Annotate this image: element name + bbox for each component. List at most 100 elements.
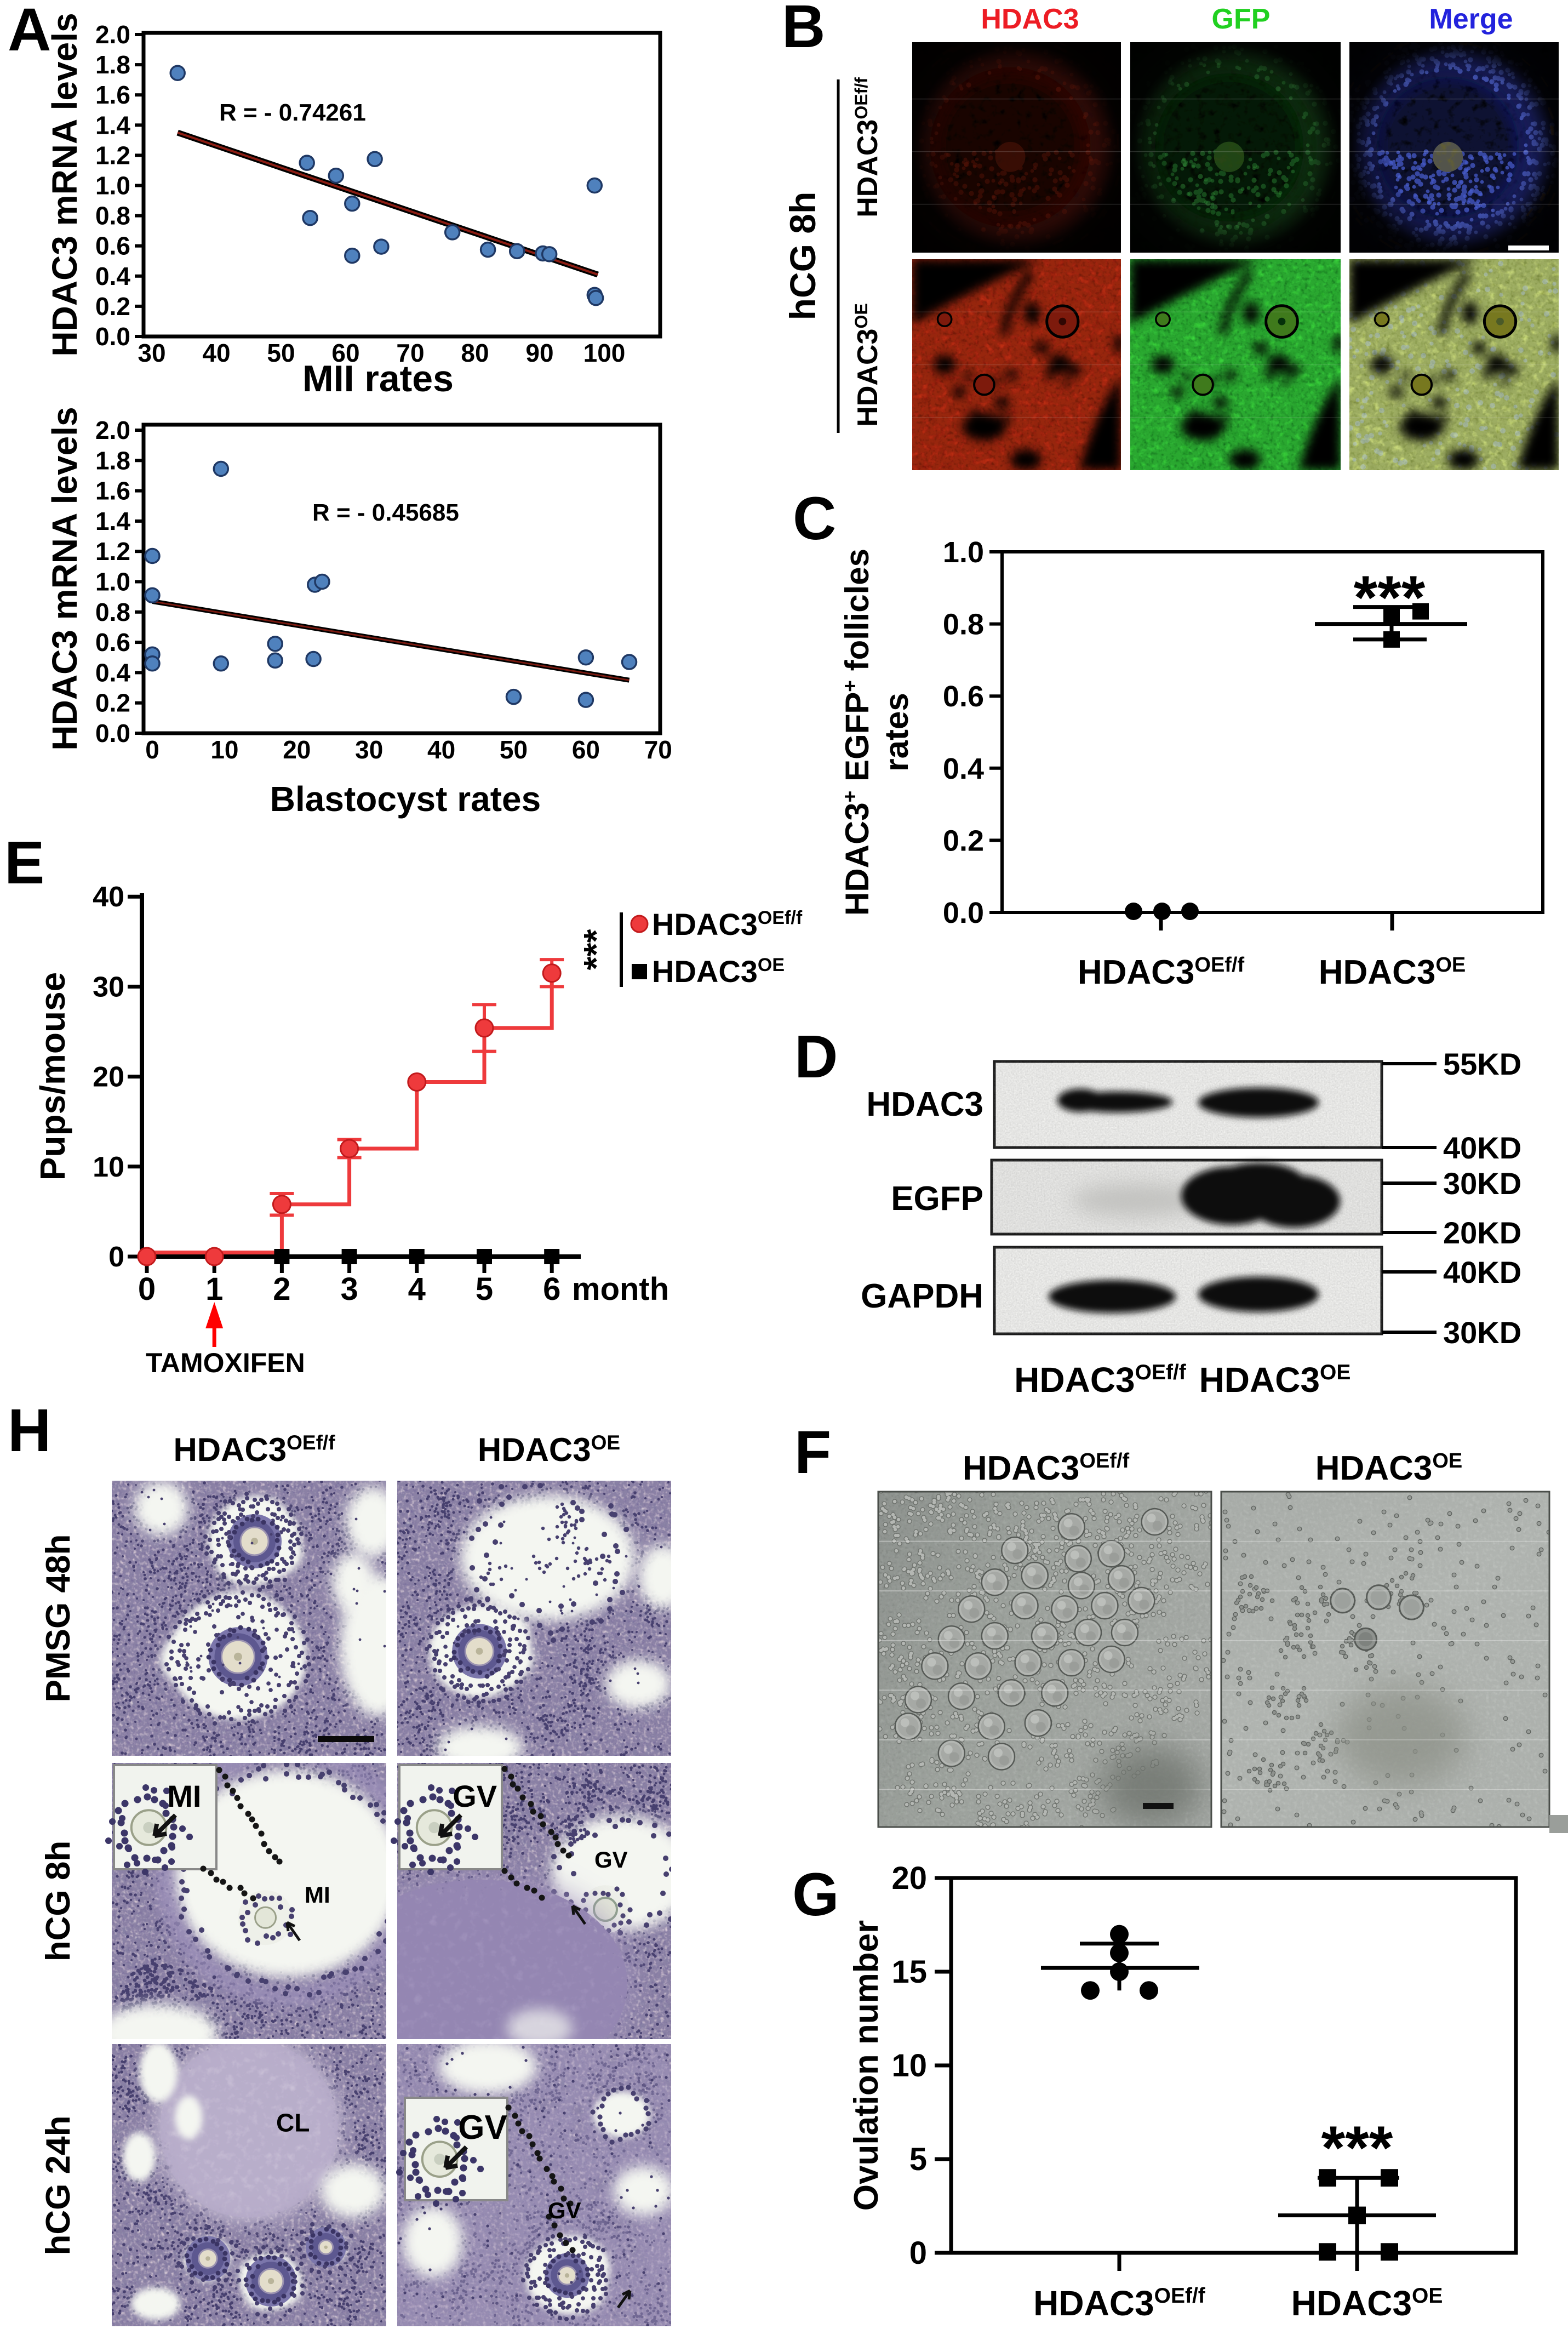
svg-text:0.6: 0.6 (95, 628, 130, 657)
svg-text:0.8: 0.8 (95, 598, 130, 626)
svg-text:1.8: 1.8 (95, 446, 130, 475)
svg-text:HDAC3OE: HDAC3OE (478, 1431, 620, 1468)
svg-text:60: 60 (331, 339, 359, 367)
svg-text:10: 10 (93, 1151, 124, 1183)
svg-text:month: month (572, 1271, 669, 1307)
svg-text:50: 50 (267, 339, 295, 367)
svg-text:3: 3 (340, 1271, 358, 1307)
svg-text:hCG 8h: hCG 8h (39, 1841, 77, 1961)
svg-text:R = - 0.74261: R = - 0.74261 (219, 99, 366, 126)
svg-text:0.2: 0.2 (95, 689, 130, 717)
svg-text:HDAC3OEf/f: HDAC3OEf/f (1014, 1360, 1187, 1400)
svg-text:HDAC3OE: HDAC3OE (1319, 954, 1466, 991)
svg-text:HDAC3OE: HDAC3OE (1315, 1449, 1463, 1487)
svg-text:Merge: Merge (1429, 3, 1513, 35)
svg-text:0.8: 0.8 (943, 608, 984, 641)
svg-text:GV: GV (594, 1847, 628, 1873)
svg-text:HDAC3OE: HDAC3OE (1199, 1360, 1351, 1400)
svg-text:HDAC3OE: HDAC3OE (1291, 2284, 1443, 2323)
svg-text:90: 90 (525, 339, 553, 367)
svg-text:***: *** (1354, 563, 1426, 632)
svg-text:30: 30 (355, 735, 383, 764)
svg-text:hCG 8h: hCG 8h (782, 192, 823, 321)
svg-text:1.0: 1.0 (943, 536, 984, 569)
svg-text:HDAC3OE: HDAC3OE (851, 303, 884, 426)
svg-text:HDAC3 mRNA levels: HDAC3 mRNA levels (45, 407, 84, 750)
svg-text:TAMOXIFEN: TAMOXIFEN (146, 1348, 305, 1378)
svg-text:HDAC3 mRNA levels: HDAC3 mRNA levels (45, 13, 84, 356)
svg-text:MI: MI (167, 1779, 201, 1813)
svg-text:40: 40 (427, 735, 455, 764)
svg-text:HDAC3OEf/f: HDAC3OEf/f (963, 1449, 1130, 1487)
svg-text:1.6: 1.6 (95, 477, 130, 505)
svg-text:GV: GV (548, 2197, 581, 2223)
svg-text:1.4: 1.4 (95, 111, 130, 139)
svg-text:0.2: 0.2 (95, 292, 130, 321)
svg-text:20: 20 (283, 735, 311, 764)
svg-text:80: 80 (461, 339, 489, 367)
svg-text:1.8: 1.8 (95, 50, 130, 79)
svg-text:10: 10 (210, 735, 238, 764)
svg-text:0.2: 0.2 (943, 824, 984, 857)
svg-text:E: E (4, 829, 44, 897)
svg-text:0.4: 0.4 (943, 752, 984, 785)
svg-text:30: 30 (138, 339, 165, 367)
svg-text:G: G (792, 1861, 839, 1928)
svg-text:30: 30 (93, 971, 124, 1003)
svg-text:HDAC3OEf/f: HDAC3OEf/f (652, 907, 803, 941)
svg-text:0.4: 0.4 (95, 262, 130, 290)
svg-text:HDAC3+ EGFP+ follicles: HDAC3+ EGFP+ follicles (839, 549, 875, 916)
svg-text:MII rates: MII rates (302, 358, 454, 399)
svg-text:B: B (782, 0, 825, 60)
svg-text:1.0: 1.0 (95, 172, 130, 200)
svg-text:1.2: 1.2 (95, 537, 130, 566)
svg-text:2: 2 (273, 1271, 290, 1307)
svg-text:0: 0 (909, 2235, 927, 2271)
svg-text:Ovulation number: Ovulation number (848, 1920, 885, 2211)
svg-text:MI: MI (305, 1882, 330, 1908)
svg-text:1: 1 (205, 1271, 223, 1307)
svg-text:Pups/mouse: Pups/mouse (33, 972, 72, 1181)
svg-text:HDAC3OEf/f: HDAC3OEf/f (1033, 2284, 1206, 2323)
svg-text:GV: GV (458, 2109, 507, 2147)
svg-text:GAPDH: GAPDH (861, 1277, 983, 1315)
svg-text:50: 50 (500, 735, 528, 764)
svg-text:30KD: 30KD (1443, 1315, 1521, 1350)
svg-text:C: C (793, 485, 836, 552)
svg-text:1.6: 1.6 (95, 81, 130, 109)
svg-text:F: F (794, 1419, 831, 1486)
svg-text:100: 100 (583, 339, 626, 367)
svg-text:0: 0 (138, 1271, 156, 1307)
svg-text:0.0: 0.0 (943, 897, 984, 929)
svg-text:0.0: 0.0 (95, 322, 130, 351)
svg-text:20: 20 (891, 1860, 927, 1896)
svg-text:HDAC3OE: HDAC3OE (652, 954, 785, 989)
svg-text:40: 40 (93, 881, 124, 913)
svg-text:40KD: 40KD (1443, 1255, 1521, 1289)
svg-text:20KD: 20KD (1443, 1215, 1521, 1250)
svg-text:D: D (794, 1023, 838, 1091)
svg-text:30KD: 30KD (1443, 1166, 1521, 1201)
svg-text:10: 10 (891, 2048, 927, 2083)
svg-text:hCG 24h: hCG 24h (39, 2116, 77, 2256)
svg-text:A: A (8, 0, 51, 64)
svg-text:2.0: 2.0 (95, 20, 130, 49)
svg-text:0: 0 (108, 1241, 124, 1273)
svg-text:0.4: 0.4 (95, 658, 130, 687)
svg-text:rates: rates (878, 693, 915, 771)
svg-text:HDAC3: HDAC3 (866, 1086, 983, 1123)
svg-text:HDAC3OEf/f: HDAC3OEf/f (1078, 954, 1245, 991)
svg-text:GV: GV (453, 1779, 497, 1813)
svg-text:0.0: 0.0 (95, 719, 130, 747)
svg-text:GFP: GFP (1212, 3, 1271, 35)
svg-text:70: 70 (396, 339, 424, 367)
svg-text:55KD: 55KD (1443, 1047, 1521, 1081)
svg-text:0.6: 0.6 (943, 680, 984, 713)
svg-text:Blastocyst rates: Blastocyst rates (270, 779, 541, 819)
svg-text:6: 6 (543, 1271, 560, 1307)
svg-text:70: 70 (644, 735, 672, 764)
svg-text:4: 4 (408, 1271, 426, 1307)
svg-text:20: 20 (93, 1061, 124, 1093)
svg-text:2.0: 2.0 (95, 416, 130, 444)
svg-text:60: 60 (572, 735, 600, 764)
